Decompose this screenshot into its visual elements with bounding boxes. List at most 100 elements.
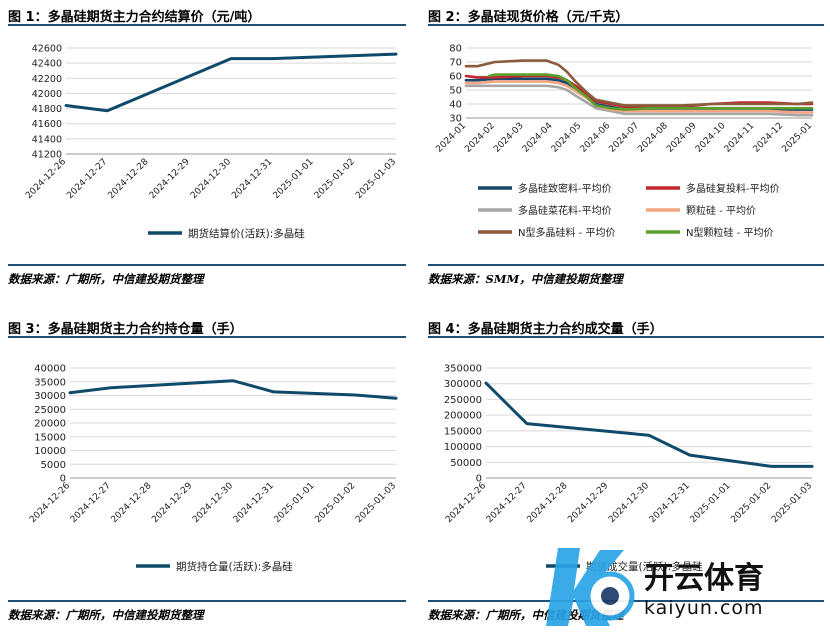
fig1-xtick-label: 2025-01-01: [272, 157, 316, 201]
fig2-xtick-label: 2024-08: [636, 121, 670, 155]
fig1-xtick-label: 2024-12-31: [230, 157, 274, 201]
fig3-ytick-label: 5000: [41, 460, 66, 471]
fig2-xtick-label: 2024-12: [752, 121, 786, 155]
fig2-legend-label-3: 颗粒硅 - 平均价: [686, 204, 756, 217]
fig4-xtick-label: 2025-01-03: [770, 481, 814, 525]
fig4-xtick-label: 2024-12-26: [444, 481, 488, 525]
fig1-ytick-label: 42400: [32, 59, 62, 70]
fig2-ytick-label: 80: [449, 44, 462, 55]
fig2-ytick-label: 40: [449, 100, 462, 111]
fig4-ytick-label: 50000: [450, 458, 482, 469]
fig1-series-line-0: [64, 52, 398, 113]
fig2-series-line-2: [464, 84, 814, 117]
fig2-series-line-5: [487, 73, 814, 111]
fig1-xtick-label: 2025-01-03: [354, 157, 398, 201]
fig3-ytick-label: 25000: [34, 405, 66, 416]
fig2-series-line-1: [464, 74, 814, 109]
fig1-xtick-label: 2024-12-30: [189, 157, 233, 201]
fig4-ytick-label: 350000: [444, 364, 482, 375]
fig3-xtick-label: 2025-01-01: [273, 481, 317, 525]
fig3-ytick-label: 15000: [34, 432, 66, 443]
fig1-xtick-label: 2024-12-28: [107, 157, 151, 201]
fig3-xtick-label: 2024-12-28: [110, 481, 154, 525]
fig2-xtick-label: 2024-10: [694, 121, 728, 155]
fig4-xtick-label: 2024-12-28: [526, 481, 570, 525]
fig4-ytick-label: 150000: [444, 426, 482, 437]
fig2-xtick-label: 2024-04: [521, 121, 555, 155]
fig4-series-line-0: [484, 381, 814, 468]
fig2-legend-label-5: N型颗粒硅 - 平均价: [686, 226, 773, 239]
fig2-xtick-label: 2024-07: [607, 121, 641, 155]
fig4-xtick-label: 2024-12-29: [566, 481, 610, 525]
fig2-series-line-4: [464, 59, 814, 107]
watermark-brand-text: 开云体育: [644, 561, 764, 596]
fig2-xtick-label: 2024-06: [579, 121, 613, 155]
fig1-legend-label: 期货结算价(活跃):多晶硅: [188, 227, 305, 240]
fig1-chart: 41200 41400 41600 41800 42000 42200 42400 42600…: [24, 44, 398, 241]
fig1-ytick-label: 41800: [32, 104, 62, 115]
fig3-ytick-label: 30000: [34, 391, 66, 402]
fig3-title: 图 3：多晶硅期货主力合约持仓量（手）: [8, 322, 243, 337]
fig3-xtick-label: 2024-12-31: [232, 481, 276, 525]
fig3-xtick-label: 2024-12-30: [191, 481, 235, 525]
fig1-xtick-label: 2024-12-26: [24, 157, 68, 201]
fig3-source: 数据来源：广期所，中信建投期货整理: [8, 608, 204, 622]
fig2-ytick-label: 60: [449, 72, 462, 83]
fig4-xtick-label: 2024-12-27: [485, 481, 529, 525]
fig2-title-rule: [428, 24, 824, 26]
fig1-xtick-label: 2024-12-29: [148, 157, 192, 201]
fig3-xtick-label: 2024-12-26: [28, 481, 72, 525]
fig4-chart: 0 50000 100000 150000 200000 250000 300000 3500…: [444, 364, 814, 574]
fig3-xtick-label: 2024-12-29: [150, 481, 194, 525]
fig1-ytick-label: 41400: [32, 134, 62, 145]
fig1-ytick-label: 41600: [32, 119, 62, 130]
fig3-series-line-0: [68, 379, 398, 400]
fig3-xtick-label: 2025-01-02: [313, 481, 357, 525]
fig4-ytick-label: 200000: [444, 411, 482, 422]
fig3-ytick-label: 40000: [34, 364, 66, 375]
fig3-ytick-label: 35000: [34, 377, 66, 388]
fig2-xtick-label: 2024-01: [434, 121, 468, 155]
kaiyun-watermark-logo: 开云体育 kaiyun.com: [546, 548, 764, 626]
fig1-ytick-label: 42600: [32, 44, 62, 55]
fig4-title: 图 4：多晶硅期货主力合约成交量（手）: [428, 322, 663, 337]
fig2-xtick-label: 2024-09: [665, 121, 699, 155]
fig1-title: 图 1：多晶硅期货主力合约结算价（元/吨）: [8, 10, 261, 25]
fig3-chart: 0 5000 10000 15000 20000 25000 30000 35000 40000…: [28, 364, 398, 574]
fig4-ytick-label: 250000: [444, 395, 482, 406]
fig1-source: 数据来源：广期所，中信建投期货整理: [8, 272, 204, 286]
fig1-bottom-rule: [8, 264, 406, 266]
fig3-ytick-label: 10000: [34, 446, 66, 457]
fig2-ytick-label: 50: [449, 86, 462, 97]
fig1-ytick-label: 41200: [32, 150, 62, 161]
fig3-legend-label: 期货持仓量(活跃):多晶硅: [176, 560, 293, 573]
fig4-ytick-label: 100000: [444, 442, 482, 453]
fig2-legend-label-1: 多晶硅复投料-平均价: [686, 182, 780, 195]
fig2-legend-label-0: 多晶硅致密料-平均价: [518, 182, 612, 195]
fig1-ytick-label: 42000: [32, 89, 62, 100]
fig1-ytick-label: 42200: [32, 74, 62, 85]
fig4-xtick-label: 2024-12-30: [607, 481, 651, 525]
fig3-xtick-label: 2025-01-03: [354, 481, 398, 525]
fig2-title: 图 2：多晶硅现货价格（元/千克）: [428, 10, 629, 25]
fig1-xtick-label: 2024-12-27: [65, 157, 109, 201]
fig2-chart: 30 40 50 60 70 80 2024-012024-022024-032024-04…: [434, 44, 814, 240]
fig2-legend-label-4: N型多晶硅料 - 平均价: [518, 226, 615, 239]
watermark-k-emblem-icon: [546, 548, 635, 626]
fig2-source: 数据来源：SMM，中信建投期货整理: [428, 272, 623, 286]
fig2-ytick-label: 30: [449, 114, 462, 125]
fig3-ytick-label: 0: [60, 474, 66, 485]
fig3-bottom-rule: [8, 600, 406, 602]
fig4-xtick-label: 2025-01-01: [689, 481, 733, 525]
fig4-xtick-label: 2025-01-02: [729, 481, 773, 525]
fig2-xtick-label: 2024-11: [723, 121, 757, 155]
fig4-ytick-label: 0: [476, 474, 482, 485]
fig3-xtick-label: 2024-12-27: [69, 481, 113, 525]
fig1-xtick-label: 2025-01-02: [313, 157, 357, 201]
fig1-title-rule: [8, 24, 406, 26]
fig2-ytick-label: 70: [449, 58, 462, 69]
fig4-title-rule: [428, 336, 824, 338]
fig2-xtick-label: 2024-05: [550, 121, 584, 155]
fig2-xtick-label: 2024-03: [492, 121, 526, 155]
watermark-domain-text: kaiyun.com: [644, 597, 764, 619]
